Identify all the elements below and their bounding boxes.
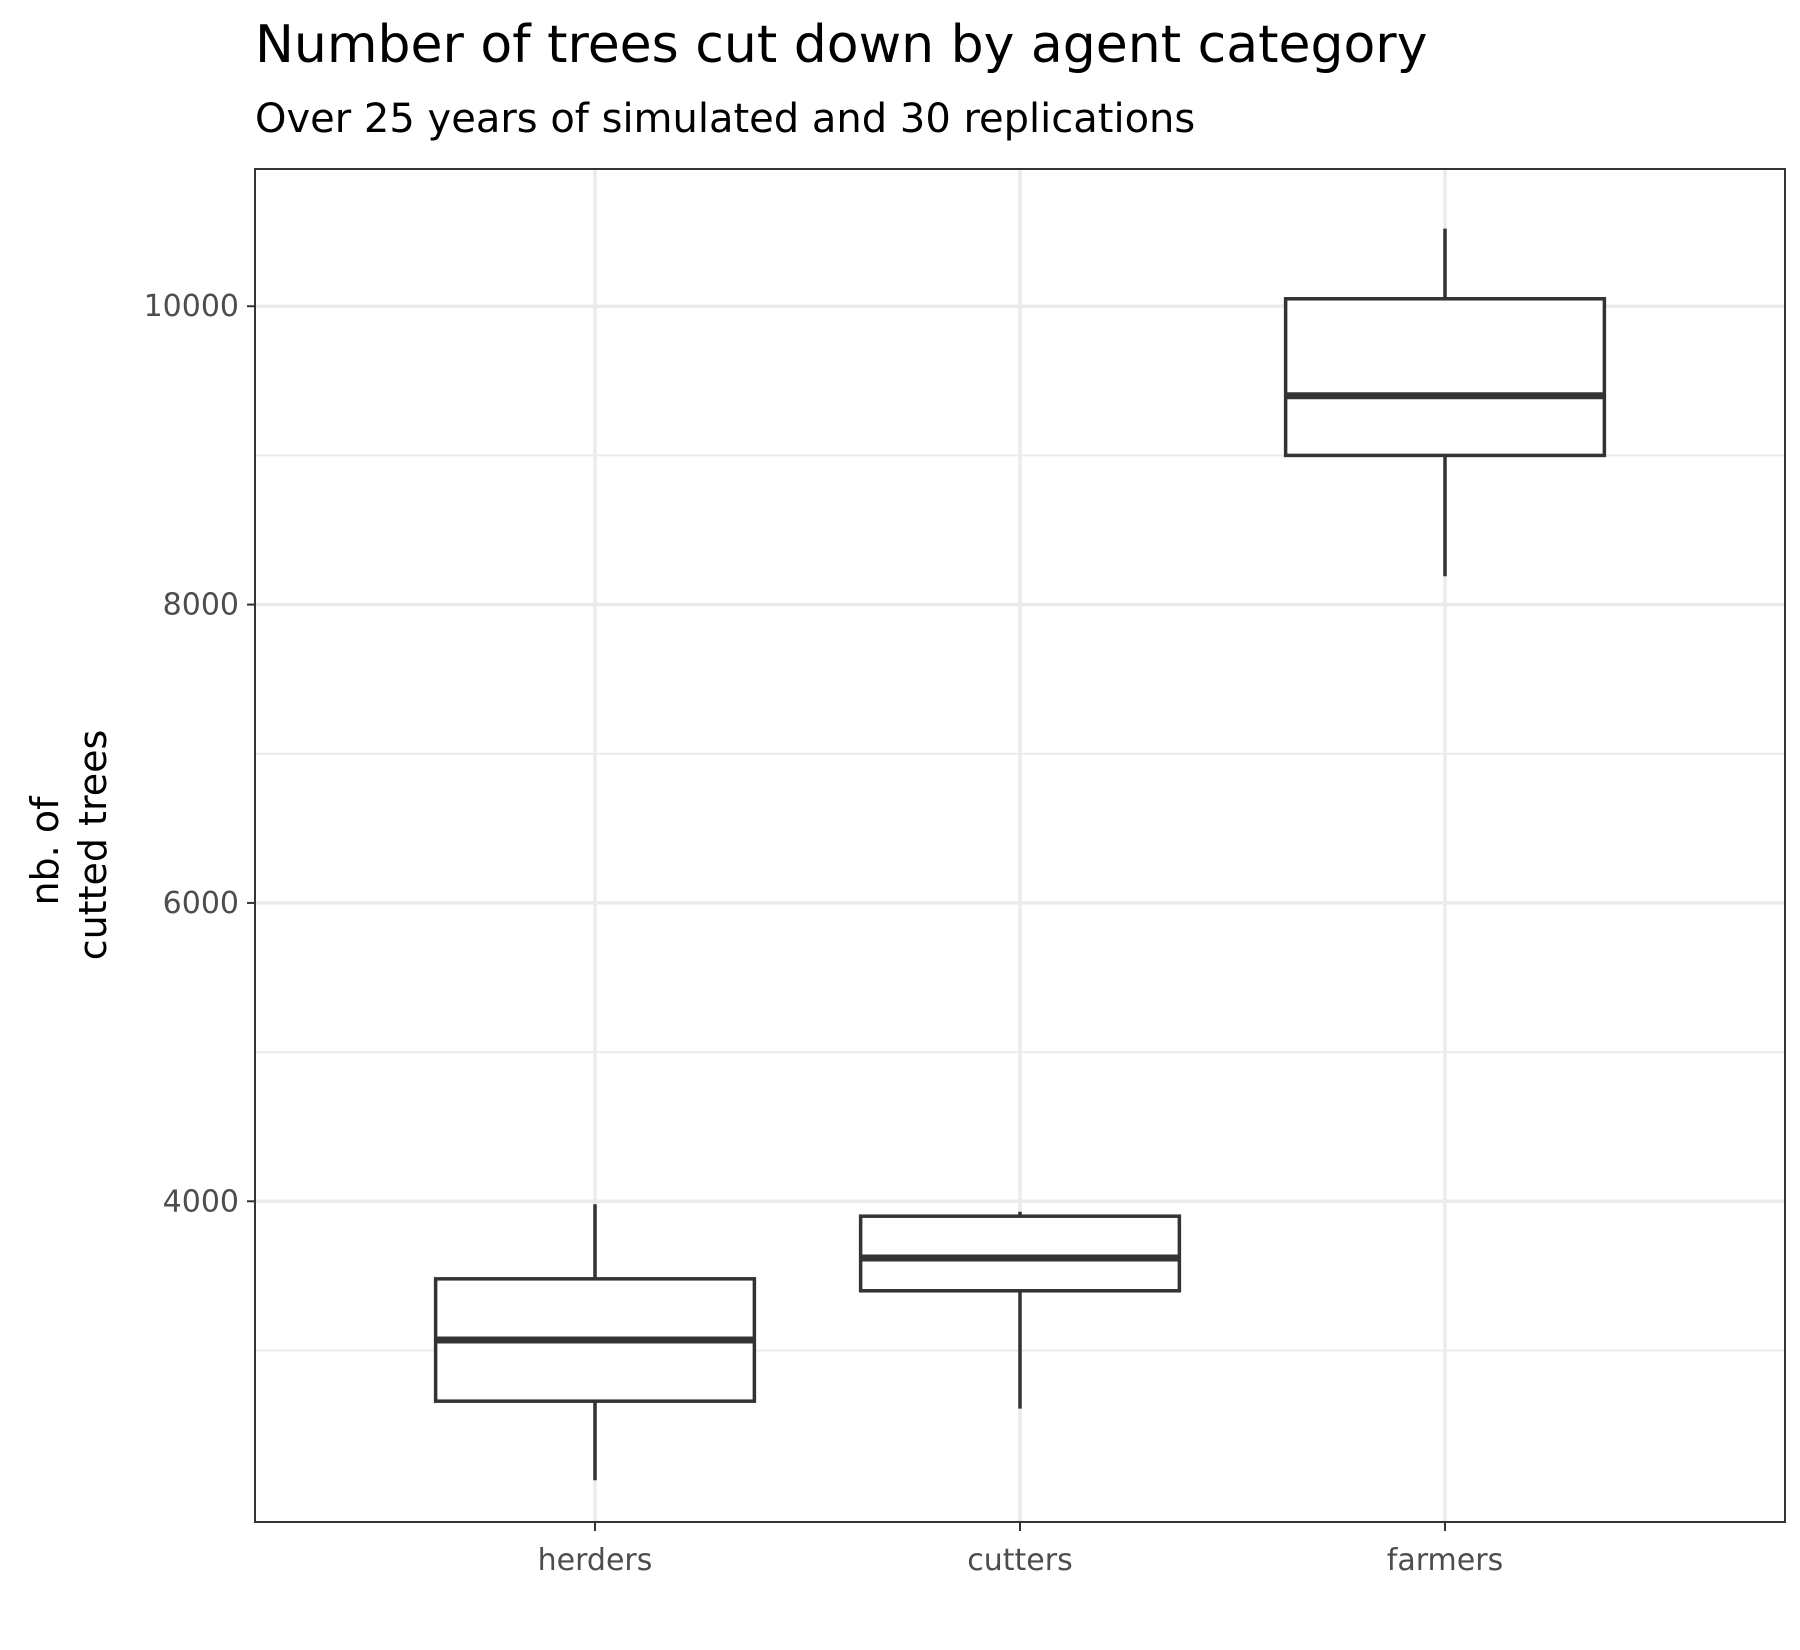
- y-tick-label: 6000: [163, 886, 239, 921]
- y-tick-label: 4000: [163, 1184, 239, 1219]
- y-tick-label: 8000: [163, 588, 239, 623]
- box-iqr: [1283, 297, 1607, 458]
- box-cutters: [858, 1211, 1182, 1409]
- x-axis-ticks: herders cutters farmers: [538, 1522, 1503, 1578]
- y-axis-title-line-1: nb. of: [23, 795, 67, 906]
- chart-subtitle: Over 25 years of simulated and 30 replic…: [255, 96, 1195, 142]
- x-tick-label-cutters: cutters: [967, 1543, 1072, 1578]
- box-farmers: [1283, 228, 1607, 577]
- y-tick-label: 10000: [144, 289, 239, 324]
- chart-title: Number of trees cut down by agent catego…: [255, 15, 1427, 75]
- x-tick-label-herders: herders: [538, 1543, 653, 1578]
- y-axis-title: nb. of cutted trees: [23, 730, 115, 961]
- box-iqr: [858, 1214, 1182, 1293]
- boxplot-series: [433, 228, 1607, 1481]
- y-axis-ticks: 4000 6000 8000 10000: [144, 289, 255, 1219]
- x-tick-label-farmers: farmers: [1387, 1543, 1503, 1578]
- box-herders: [433, 1204, 757, 1481]
- y-axis-title-line-2: cutted trees: [71, 730, 115, 961]
